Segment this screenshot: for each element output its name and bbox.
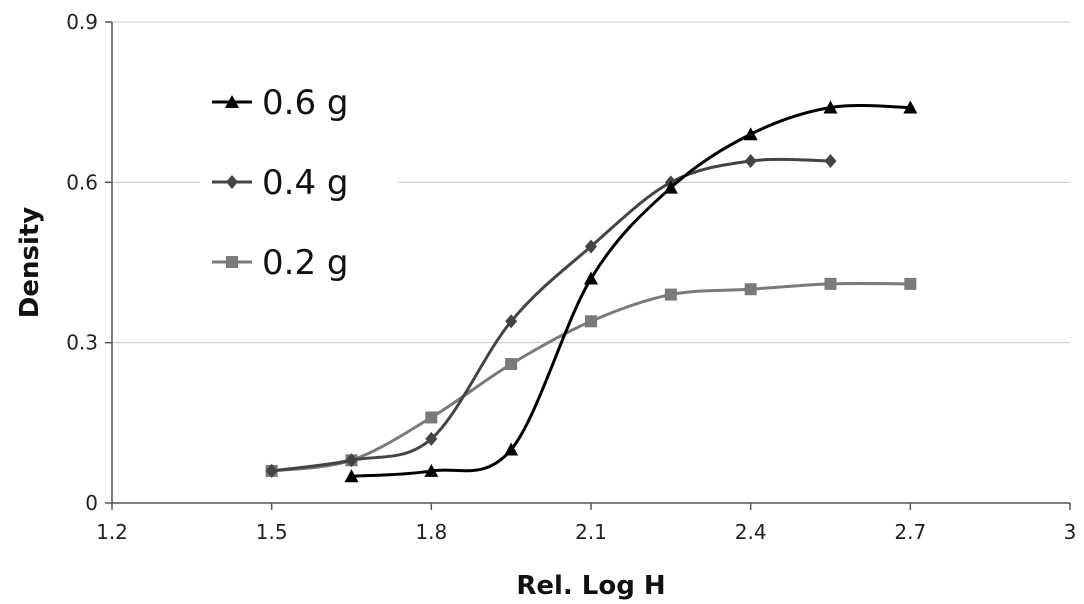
x-tick-label: 2.7 xyxy=(894,520,926,544)
data-point-square xyxy=(425,411,438,424)
series-line xyxy=(270,281,912,473)
y-tick-label: 0.6 xyxy=(66,170,98,194)
data-point-triangle xyxy=(903,100,918,114)
y-tick-label: 0.9 xyxy=(66,10,98,34)
data-point-diamond xyxy=(425,431,438,446)
y-tick-label: 0.3 xyxy=(66,331,98,355)
legend-item: 0.6 g xyxy=(212,83,348,123)
data-point-triangle xyxy=(663,180,678,194)
data-point-triangle xyxy=(743,127,758,141)
legend-label: 0.2 g xyxy=(262,243,348,283)
legend-item: 0.2 g xyxy=(212,243,348,283)
legend-marker-square xyxy=(226,256,238,268)
series-0-6-g xyxy=(344,100,918,483)
data-point-square xyxy=(585,315,597,328)
series-line xyxy=(270,157,832,473)
data-point-triangle xyxy=(424,463,439,477)
series-0-2-g xyxy=(265,277,917,477)
legend-marker-triangle xyxy=(225,95,239,108)
series-line xyxy=(350,104,912,478)
legend-item: 0.4 g xyxy=(212,163,348,203)
x-tick-label: 2.4 xyxy=(735,520,767,544)
data-point-square xyxy=(904,277,917,290)
data-point-square xyxy=(824,277,837,290)
x-axis-title: Rel. Log H xyxy=(516,571,665,601)
data-point-triangle xyxy=(344,469,359,483)
y-tick-label: 0 xyxy=(85,491,98,515)
axes xyxy=(105,21,1071,510)
data-point-diamond xyxy=(505,314,518,329)
x-tick-label: 1.5 xyxy=(256,520,288,544)
x-tick-label: 1.2 xyxy=(96,520,128,544)
data-point-square xyxy=(744,283,757,296)
y-tick-labels: 0 0.3 0.6 0.9 xyxy=(66,10,98,515)
legend: 0.6 g 0.4 g 0.2 g xyxy=(200,70,398,292)
data-point-diamond xyxy=(585,239,597,254)
data-point-triangle xyxy=(584,271,598,285)
x-tick-label: 2.1 xyxy=(575,520,607,544)
data-point-diamond xyxy=(345,453,358,468)
data-point-triangle xyxy=(823,100,838,114)
legend-label: 0.4 g xyxy=(262,163,348,203)
series-group xyxy=(265,100,918,483)
y-axis-title: Density xyxy=(15,207,45,319)
data-point-square xyxy=(664,288,677,301)
data-point-diamond xyxy=(265,463,278,478)
data-point-square xyxy=(505,358,518,371)
x-tick-labels: 1.2 1.5 1.8 2.1 2.4 2.7 3 xyxy=(96,520,1076,544)
data-point-diamond xyxy=(824,153,837,168)
x-tick-label: 1.8 xyxy=(415,520,447,544)
data-point-diamond xyxy=(744,153,757,168)
data-point-triangle xyxy=(504,442,519,456)
x-tick-label: 3 xyxy=(1064,520,1077,544)
legend-marker-diamond xyxy=(226,175,238,189)
legend-label: 0.6 g xyxy=(262,83,348,123)
